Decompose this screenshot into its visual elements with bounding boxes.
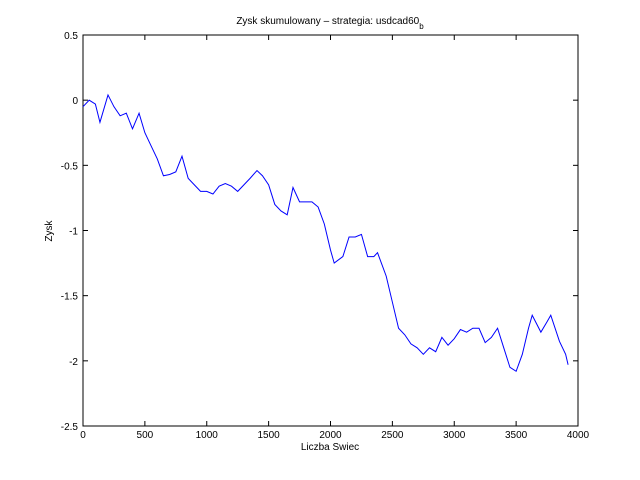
x-tick-label: 1500 <box>258 430 281 441</box>
x-tick-label: 1000 <box>196 430 219 441</box>
x-tick-label: 500 <box>137 430 154 441</box>
x-tick-label: 0 <box>80 430 86 441</box>
title-subscript: b <box>419 22 424 31</box>
y-tick-label: -1 <box>69 227 78 238</box>
y-tick-label: -2 <box>69 357 78 368</box>
y-tick-label: 0.5 <box>64 31 78 42</box>
y-axis-label: Zysk <box>44 219 55 241</box>
title-text: Zysk skumulowany – strategia: usdcad60 <box>236 16 419 27</box>
x-tick-label: 4000 <box>567 430 590 441</box>
x-tick-label: 2500 <box>381 430 404 441</box>
y-tick-label: 0 <box>72 96 78 107</box>
x-axis-label: Liczba Swiec <box>301 442 359 453</box>
x-tick-label: 3500 <box>505 430 528 441</box>
x-tick-label: 2000 <box>319 430 342 441</box>
y-tick-label: -0.5 <box>61 161 79 172</box>
x-tick-label: 3000 <box>443 430 466 441</box>
data-line <box>82 93 569 373</box>
y-tick-label: -1.5 <box>61 292 79 303</box>
plot-box <box>82 34 579 427</box>
y-tick-label: -2.5 <box>61 422 79 433</box>
chart-title: Zysk skumulowany – strategia: usdcad60b <box>236 16 424 31</box>
